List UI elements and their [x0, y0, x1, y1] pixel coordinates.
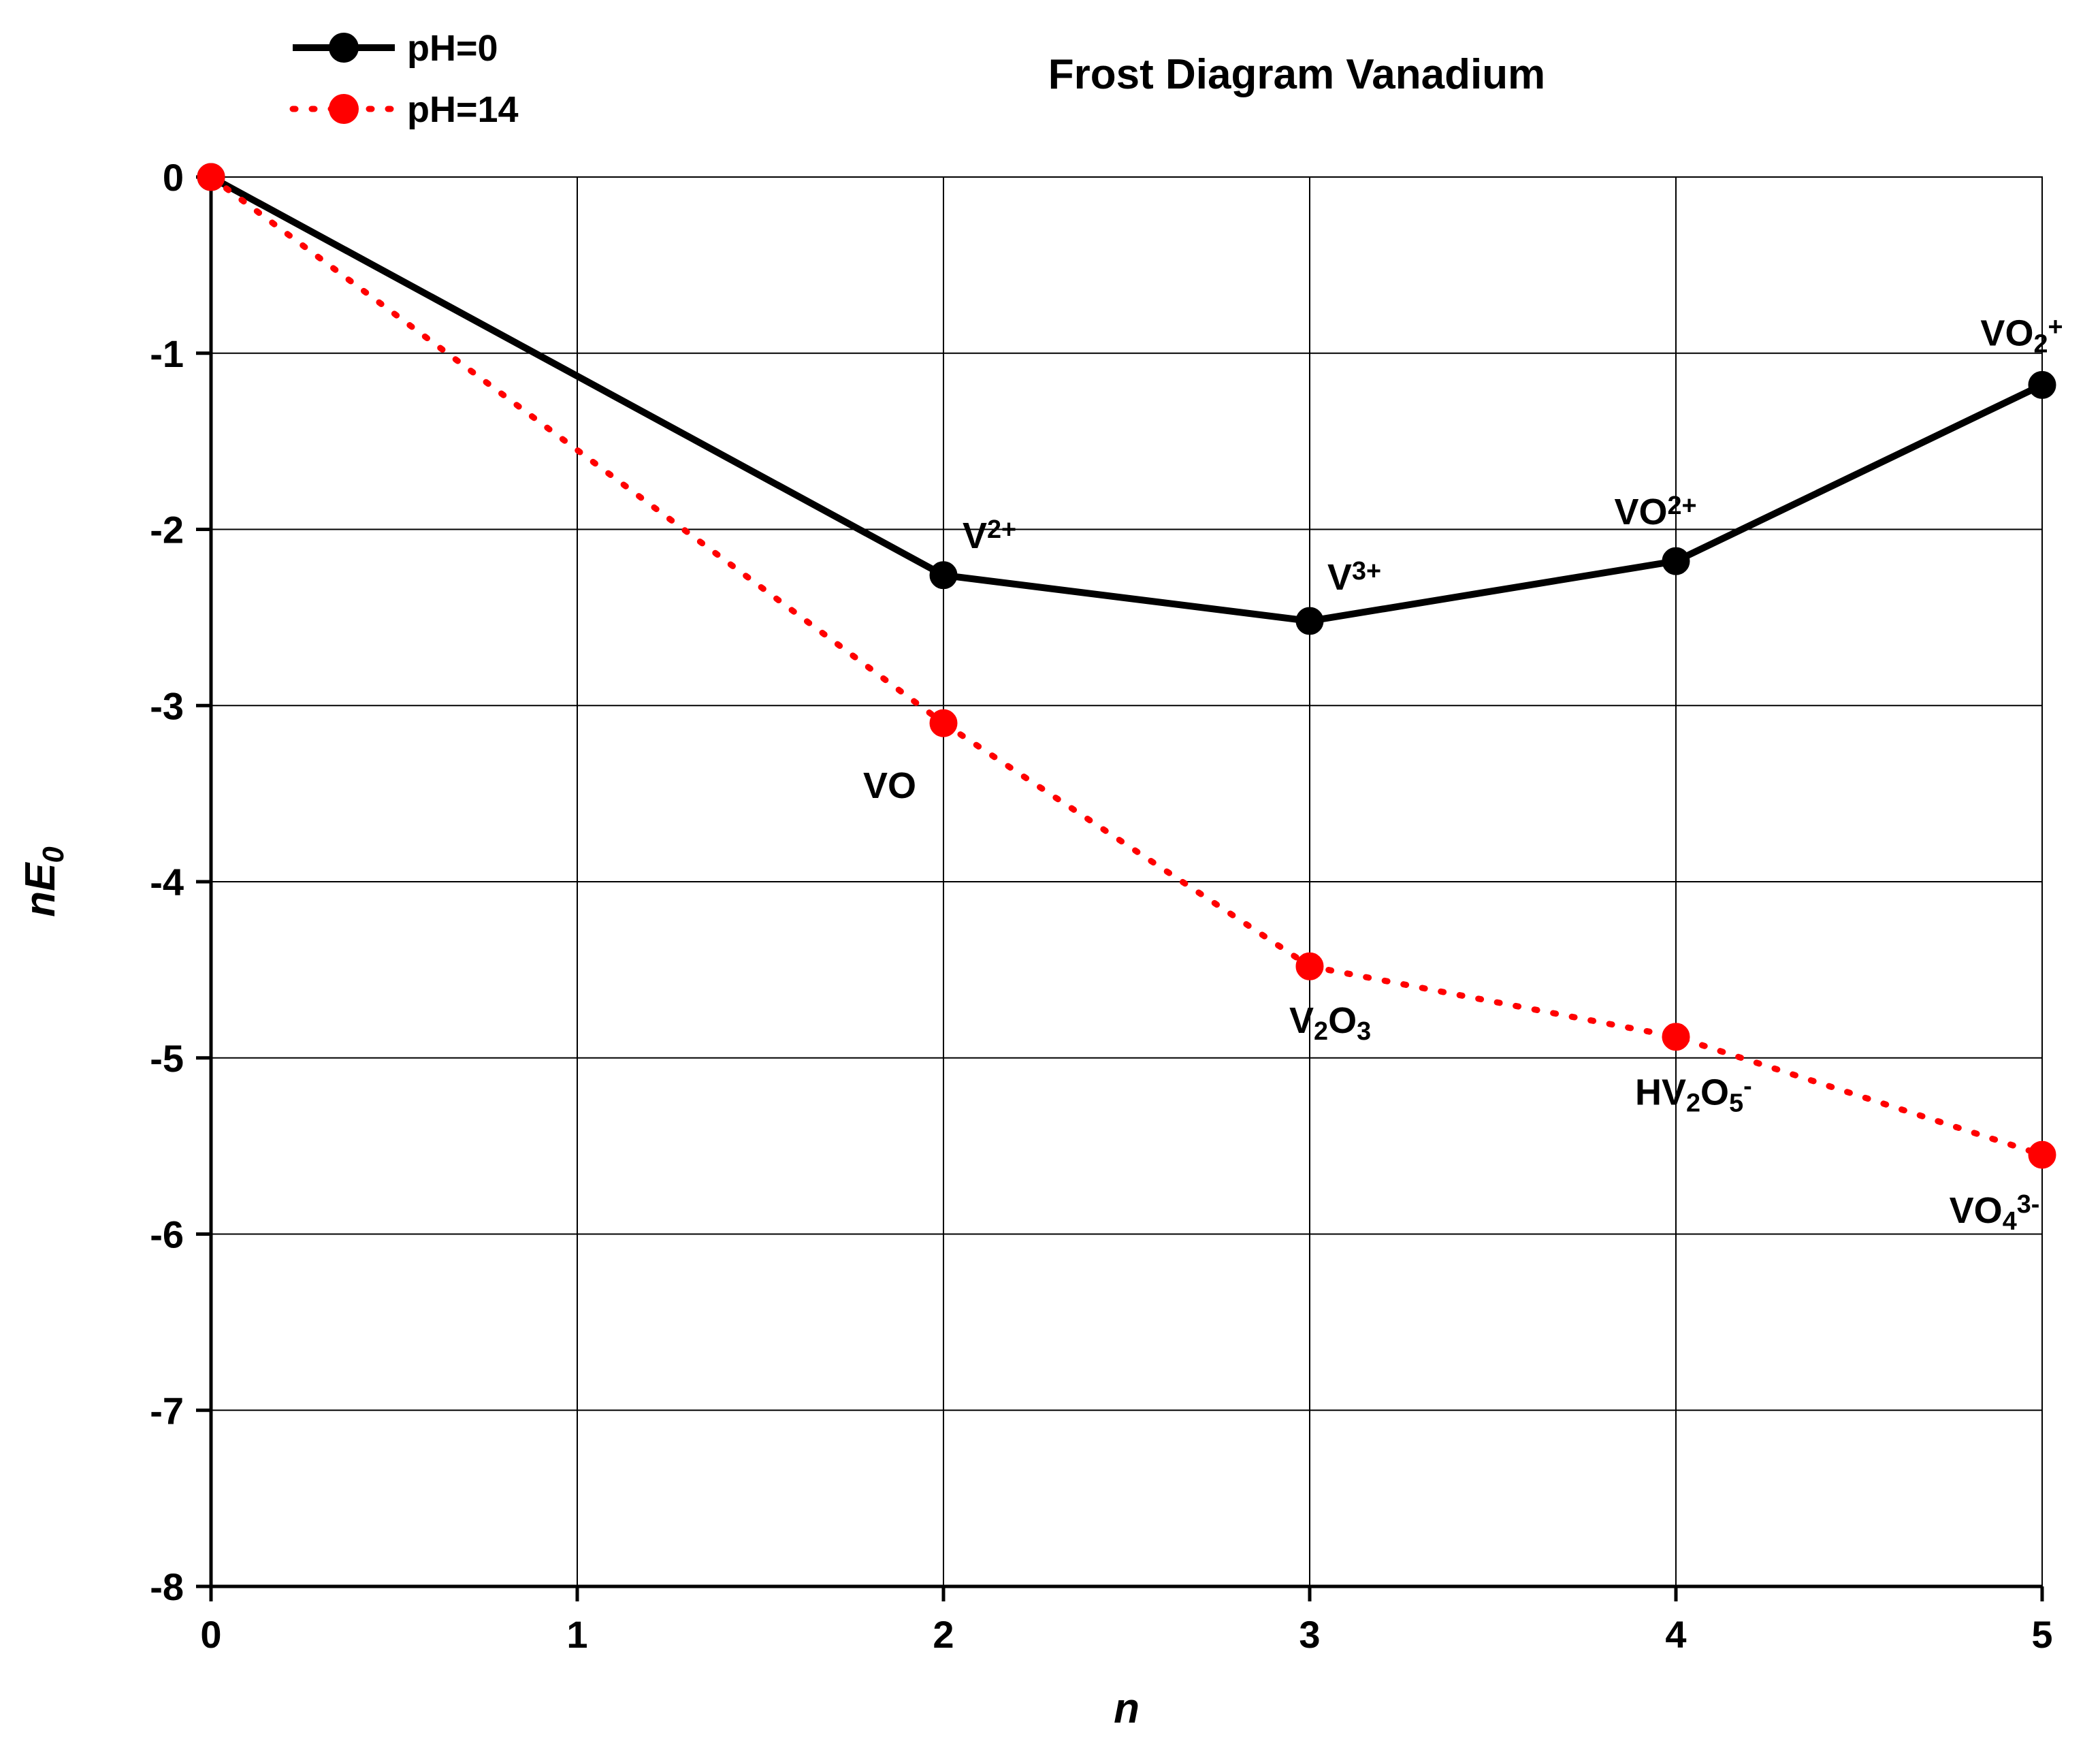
x-tick-label: 1 — [566, 1613, 587, 1656]
y-tick-label: -6 — [150, 1213, 184, 1256]
y-tick-label: -1 — [150, 332, 184, 375]
x-axis-title: n — [1114, 1685, 1140, 1732]
series-marker-ph14 — [1296, 953, 1323, 980]
y-tick-label: -7 — [150, 1389, 184, 1432]
x-tick-label: 0 — [200, 1613, 221, 1656]
frost-diagram-chart: 012345-8-7-6-5-4-3-2-10nnE0Frost Diagram… — [0, 0, 2100, 1758]
y-tick-label: -4 — [150, 861, 184, 904]
y-tick-label: 0 — [163, 156, 184, 199]
legend-label-ph14: pH=14 — [407, 89, 519, 130]
y-tick-label: -5 — [150, 1037, 184, 1080]
y-tick-label: -2 — [150, 509, 184, 552]
legend-marker-ph0 — [329, 33, 359, 63]
y-tick-label: -3 — [150, 684, 184, 727]
point-label: VO — [863, 765, 916, 806]
x-tick-label: 5 — [2031, 1613, 2052, 1656]
series-marker-ph0 — [2029, 371, 2056, 398]
series-marker-ph14 — [1662, 1023, 1690, 1051]
series-marker-ph14 — [930, 709, 957, 737]
series-marker-ph0 — [930, 562, 957, 589]
chart-title: Frost Diagram Vanadium — [1048, 51, 1545, 98]
y-tick-label: -8 — [150, 1565, 184, 1608]
chart-bg — [0, 0, 2100, 1758]
series-marker-ph14 — [197, 163, 225, 191]
series-marker-ph0 — [1662, 547, 1690, 575]
series-marker-ph14 — [2029, 1141, 2056, 1168]
x-tick-label: 2 — [933, 1613, 954, 1656]
chart-svg: 012345-8-7-6-5-4-3-2-10nnE0Frost Diagram… — [0, 0, 2100, 1758]
x-tick-label: 3 — [1299, 1613, 1320, 1656]
legend-label-ph0: pH=0 — [407, 28, 498, 69]
x-tick-label: 4 — [1665, 1613, 1686, 1656]
series-marker-ph0 — [1296, 607, 1323, 635]
legend-marker-ph14 — [329, 94, 359, 124]
